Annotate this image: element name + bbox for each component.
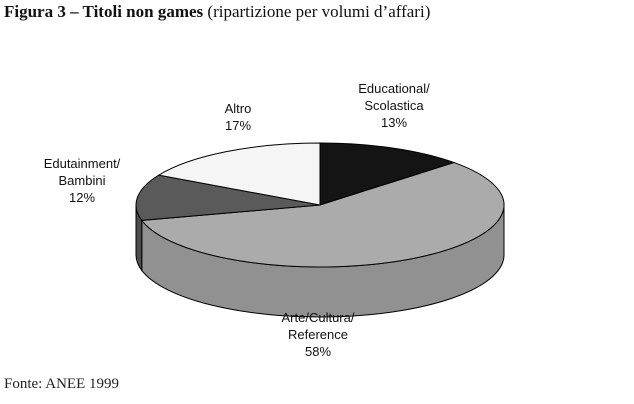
slice-label: Arte/Cultura/ Reference 58% (238, 309, 398, 360)
slice-label: Altro 17% (158, 100, 318, 134)
category-label: Edutainment/ Bambini (43, 156, 121, 188)
slice-label: Educational/ Scolastica 13% (314, 80, 474, 131)
slice (157, 142, 321, 206)
value-label: 17% (224, 118, 252, 133)
chart-title: Figura 3 – Titoli non games (4, 2, 204, 21)
slice (140, 162, 505, 268)
slice (319, 142, 456, 206)
value-label: 12% (68, 190, 96, 205)
source: Fonte: ANEE 1999 (4, 376, 119, 392)
value-label: 13% (380, 115, 408, 130)
slice-label: Edutainment/ Bambini 12% (2, 155, 162, 206)
category-label: Educational/ Scolastica (358, 81, 430, 113)
category-label: Altro (224, 101, 252, 116)
slice (135, 174, 321, 221)
chart-subtitle: (ripartizione per volumi d’affari) (207, 2, 431, 21)
title-line: Figura 3 – Titoli non games (ripartizion… (4, 2, 430, 22)
value-label: 58% (304, 344, 332, 359)
category-label: Arte/Cultura/ Reference (281, 310, 355, 342)
